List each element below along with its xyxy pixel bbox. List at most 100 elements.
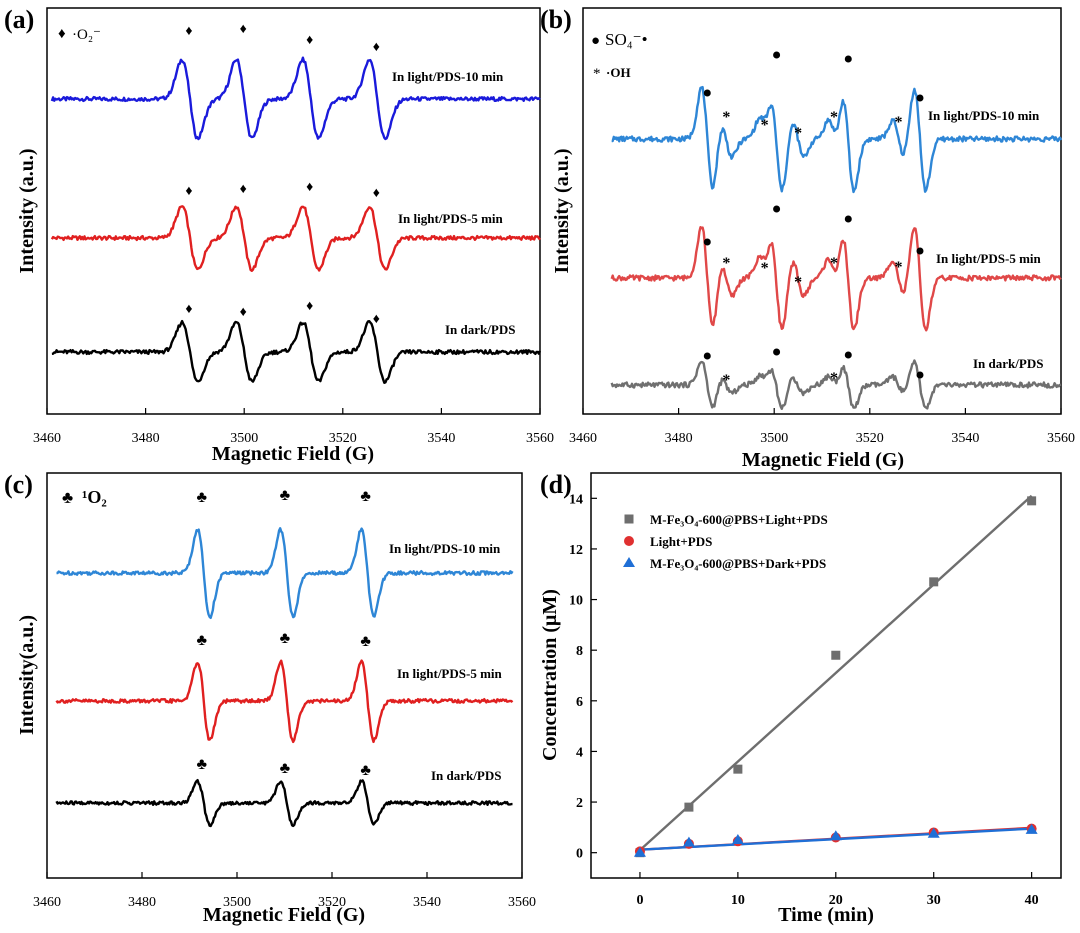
panel-c-ylabel: Intensity(a.u.) — [16, 615, 38, 735]
sulfate-dot-marker — [773, 205, 781, 213]
y-tick-label: 14 — [569, 492, 583, 507]
x-tick-label: 30 — [927, 893, 941, 908]
panel-c-series-label-0: In light/PDS-10 min — [389, 541, 501, 556]
legend-circle-icon — [624, 536, 634, 546]
x-tick-label: 3500 — [230, 431, 258, 446]
panel-a-series-label-0: In light/PDS-10 min — [392, 69, 504, 84]
x-tick-label: 3460 — [33, 895, 61, 910]
panel-b-peak-markers: * * * * * * * * * * * * — [703, 51, 924, 389]
x-tick-label: 3520 — [329, 431, 357, 446]
x-tick-label: 0 — [636, 893, 643, 908]
panel-b-series-label-2: In dark/PDS — [973, 356, 1043, 371]
spectrum-line-2 — [55, 779, 513, 828]
diamond-marker: ♦ — [240, 182, 247, 197]
spectrum-line-1 — [610, 225, 1062, 332]
sulfate-dot-marker — [773, 348, 781, 356]
panel-a-frame — [46, 7, 541, 415]
panel-c: (c) ♣ ¹O₂ ♣ ♣ ♣♣ ♣ ♣♣ ♣ ♣ In light/PDS-10 min … — [4, 470, 536, 926]
panel-b-series-label-0: In light/PDS-10 min — [928, 108, 1040, 123]
triangle-point — [633, 846, 646, 857]
club-marker: ♣ — [280, 487, 291, 504]
panel-c-series-label-2: In dark/PDS — [431, 768, 501, 783]
spectrum-line-0 — [611, 85, 1063, 194]
x-tick-label: 3480 — [132, 431, 160, 446]
club-marker: ♣ — [197, 632, 208, 649]
square-point — [831, 650, 841, 660]
x-tick-label: 3540 — [413, 895, 441, 910]
x-tick-label: 3520 — [318, 895, 346, 910]
x-tick-label: 3480 — [665, 431, 693, 446]
x-tick-label: 3500 — [760, 431, 788, 446]
sulfate-dot-marker — [844, 55, 852, 63]
spectrum-line-0 — [56, 527, 514, 619]
club-marker: ♣ — [280, 760, 291, 777]
panel-c-series-label-1: In light/PDS-5 min — [397, 666, 503, 681]
panel-b-ylabel: Intensity (a.u.) — [551, 148, 573, 273]
club-marker: ♣ — [360, 488, 371, 505]
diamond-marker: ♦ — [373, 186, 380, 201]
diamond-marker: ♦ — [185, 24, 192, 39]
panel-d-label: (d) — [540, 470, 572, 499]
panel-d-legend: M-Fe₃O₄-600@PBS+Light+PDS Light+PDS M-Fe₃O… — [623, 512, 828, 571]
hydroxyl-star-marker: * — [830, 109, 838, 126]
panel-c-xlabel: Magnetic Field (G) — [203, 904, 365, 926]
club-marker: ♣ — [197, 756, 208, 773]
panel-b-x-axis: 3460 3480 3500 3520 3540 3560 — [569, 408, 1075, 446]
panel-c-peak-markers: ♣ ♣ ♣ ♣ ♣ ♣ ♣ ♣ ♣ — [197, 487, 372, 779]
triangle-point — [1025, 823, 1038, 834]
panel-d-y-axis: 0 2 4 6 8 10 12 14 — [569, 492, 597, 862]
x-tick-label: 3460 — [569, 431, 597, 446]
panel-d-x-axis: 0 10 20 30 40 — [636, 872, 1039, 908]
legend-square-icon — [624, 514, 634, 524]
panel-b-series-label-1: In light/PDS-5 min — [936, 251, 1042, 266]
x-tick-label: 3560 — [1047, 431, 1075, 446]
panel-d-xlabel: Time (min) — [778, 904, 874, 926]
spectrum-line-1 — [50, 205, 541, 272]
panel-c-legend: ♣ ¹O₂ — [62, 487, 107, 507]
x-tick-label: 3560 — [508, 895, 536, 910]
square-point — [684, 802, 694, 812]
square-point — [733, 764, 743, 774]
panel-c-frame — [46, 472, 523, 879]
panel-d-points — [633, 496, 1038, 858]
y-tick-label: 6 — [576, 695, 583, 710]
fit-line-0 — [639, 494, 1033, 852]
diamond-marker: ♦ — [240, 305, 247, 320]
x-tick-label: 40 — [1025, 893, 1039, 908]
y-tick-label: 2 — [576, 796, 583, 811]
panel-a-series-label-1: In light/PDS-5 min — [398, 211, 504, 226]
hydroxyl-star-marker: * — [794, 274, 802, 291]
diamond-marker: ♦ — [240, 22, 247, 37]
hydroxyl-star-marker: * — [794, 125, 802, 142]
sulfate-dot-marker — [703, 352, 711, 360]
panel-d-frame — [590, 472, 1062, 879]
y-tick-label: 0 — [576, 847, 583, 862]
panel-b: (b) ● SO₄⁻• * ·OH * * * * * * * * * * * * In light/… — [540, 5, 1075, 471]
y-tick-label: 12 — [569, 543, 583, 558]
x-tick-label: 3520 — [856, 431, 884, 446]
hydroxyl-star-marker: * — [894, 259, 902, 276]
sulfate-dot-marker — [844, 215, 852, 223]
sulfate-dot-marker — [773, 51, 781, 59]
triangle-point — [829, 830, 842, 841]
panel-a-ylabel: Intensity (a.u.) — [16, 148, 38, 273]
y-tick-label: 8 — [576, 644, 583, 659]
triangle-point — [927, 827, 940, 838]
panel-a-x-axis: 3460 3480 3500 3520 3540 3560 — [33, 408, 554, 446]
panel-c-legend-label: ¹O₂ — [82, 487, 107, 507]
club-marker: ♣ — [280, 630, 291, 647]
sulfate-dot-marker — [703, 238, 711, 246]
panel-b-legend-label-1: ·OH — [606, 65, 631, 80]
x-tick-label: 3560 — [526, 431, 554, 446]
diamond-marker: ♦ — [306, 299, 313, 314]
panel-d-ylabel: Concentration (μM) — [539, 589, 561, 761]
panel-a-series-label-2: In dark/PDS — [445, 322, 515, 337]
diamond-marker: ♦ — [373, 40, 380, 55]
spectrum-line-0 — [50, 56, 541, 141]
square-point — [929, 577, 939, 587]
hydroxyl-star-marker: * — [722, 109, 730, 126]
panel-b-label: (b) — [540, 5, 572, 34]
hydroxyl-star-marker: * — [830, 370, 838, 387]
panel-b-legend-label-0: SO₄⁻• — [605, 30, 648, 49]
panel-a-curves — [50, 56, 542, 384]
